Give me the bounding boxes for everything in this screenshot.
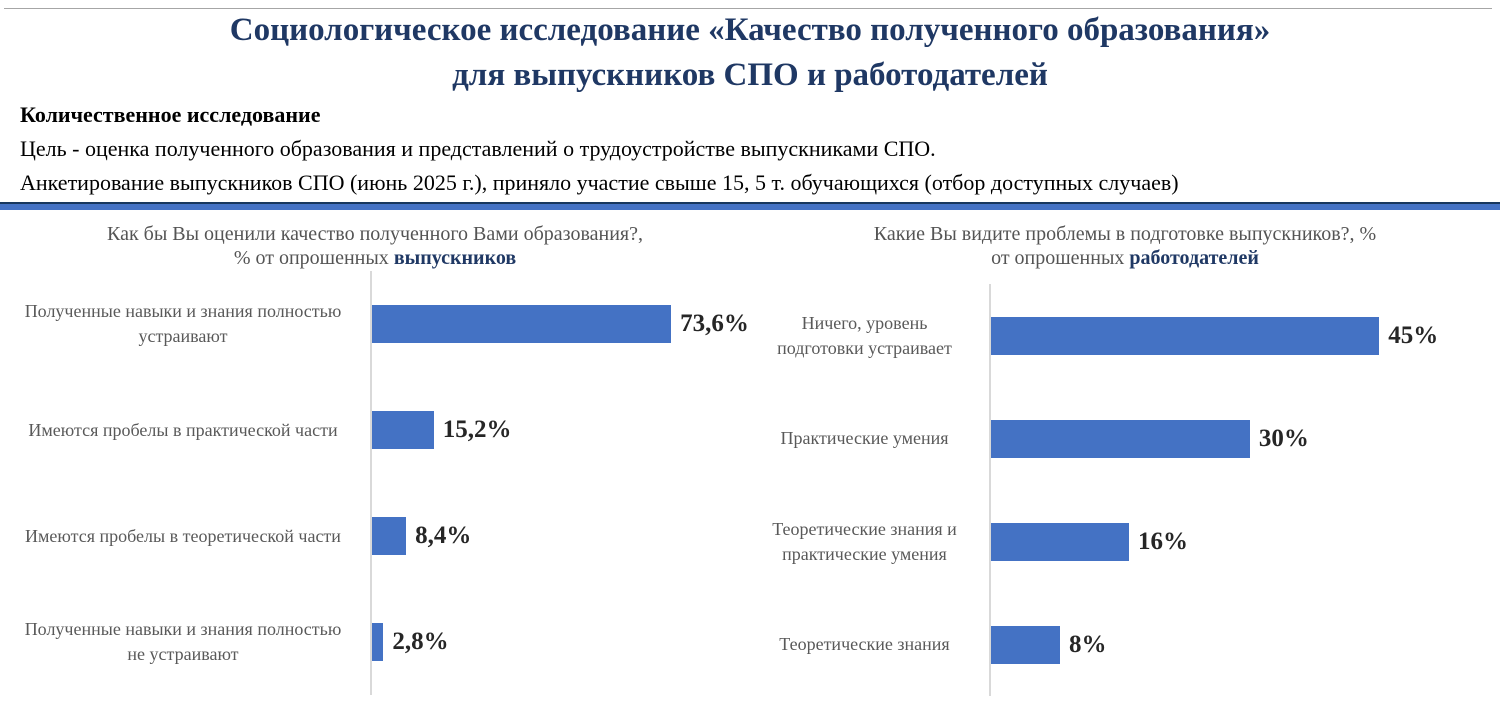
chart-employers-title-line1: Какие Вы видите проблемы в подготовке вы…: [873, 223, 1377, 245]
chart-employers-title-line2-normal: от опрошенных: [991, 247, 1130, 269]
bar-area: 8%: [989, 593, 1500, 696]
bar-area: 73,6%: [370, 271, 750, 377]
chart-graduates: Как бы Вы оценили качество полученного В…: [0, 210, 750, 696]
value-label: 16%: [1138, 527, 1189, 555]
chart-graduates-plot: Полученные навыки и знания полностью уст…: [0, 271, 750, 695]
charts-row: Как бы Вы оценили качество полученного В…: [0, 210, 1500, 696]
page-title: Социологическое исследование «Качество п…: [0, 8, 1500, 98]
category-label: Имеются пробелы в теоретической части: [25, 525, 341, 546]
chart-employers-title-line2: от опрошенных работодателей: [750, 246, 1500, 270]
value-label: 8,4%: [415, 522, 472, 549]
value-label: 2,8%: [392, 628, 449, 655]
chart-employers-title-line2-bold: работодателей: [1129, 247, 1259, 269]
intro-block: Количественное исследование Цель - оценк…: [20, 102, 1500, 196]
bar: [991, 625, 1061, 664]
chart-row: Теоретические знания и практические умен…: [750, 490, 1500, 593]
chart-employers: Какие Вы видите проблемы в подготовке вы…: [750, 210, 1500, 696]
chart-row: Теоретические знания 8%: [750, 593, 1500, 696]
bar: [372, 623, 384, 661]
chart-graduates-title-line2: % от опрошенных выпускников: [0, 246, 750, 270]
category-label: Полученные навыки и знания полностью не …: [24, 619, 342, 664]
intro-survey-text: Анкетирование выпускников СПО (июнь 2025…: [20, 170, 1179, 195]
category-label: Полученные навыки и знания полностью уст…: [24, 301, 342, 346]
bar: [372, 305, 672, 343]
value-label: 8%: [1069, 630, 1107, 658]
category-label: Ничего, уровень подготовки устраивает: [777, 312, 952, 358]
slide: Социологическое исследование «Качество п…: [0, 8, 1500, 721]
bar-area: 30%: [989, 387, 1500, 490]
page-title-line2: для выпускников СПО и работодателей: [452, 57, 1048, 93]
bar: [372, 517, 407, 555]
bar-area: 15,2%: [370, 377, 750, 483]
chart-row: Практические умения 30%: [750, 387, 1500, 490]
chart-graduates-title-line1: Как бы Вы оценили качество полученного В…: [107, 223, 643, 245]
chart-row: Полученные навыки и знания полностью уст…: [0, 271, 750, 377]
category-label: Имеются пробелы в практической части: [28, 419, 338, 440]
chart-row: Ничего, уровень подготовки устраивает 45%: [750, 284, 1500, 387]
bar-area: 2,8%: [370, 589, 750, 695]
chart-row: Имеются пробелы в теоретической части 8,4…: [0, 483, 750, 589]
bar: [372, 411, 434, 449]
bar: [991, 316, 1380, 355]
chart-graduates-title-line2-bold: выпускников: [393, 247, 517, 269]
intro-goal-text: Цель - оценка полученного образования и …: [20, 136, 936, 161]
bar-area: 8,4%: [370, 483, 750, 589]
chart-row: Имеются пробелы в практической части 15,2…: [0, 377, 750, 483]
bar: [991, 522, 1130, 561]
chart-employers-title: Какие Вы видите проблемы в подготовке вы…: [750, 222, 1500, 270]
value-label: 15,2%: [442, 416, 512, 443]
bar: [991, 419, 1250, 458]
category-label: Теоретические знания и практические умен…: [772, 518, 957, 564]
value-label: 73,6%: [680, 310, 749, 337]
value-label: 30%: [1258, 424, 1309, 452]
bar-area: 16%: [989, 490, 1500, 593]
chart-graduates-title-line2-normal: % от опрошенных: [233, 247, 394, 269]
value-label: 45%: [1388, 321, 1439, 349]
section-divider: [0, 202, 1500, 210]
chart-employers-plot: Ничего, уровень подготовки устраивает 45%…: [750, 270, 1500, 696]
bar-area: 45%: [989, 284, 1500, 387]
top-border-line: [4, 8, 1492, 9]
category-label: Теоретические знания: [779, 634, 950, 654]
page-title-line1: Социологическое исследование «Качество п…: [229, 12, 1271, 48]
chart-graduates-title: Как бы Вы оценили качество полученного В…: [0, 222, 750, 270]
chart-row: Полученные навыки и знания полностью не …: [0, 589, 750, 695]
intro-heading: Количественное исследование: [20, 102, 321, 127]
category-label: Практические умения: [780, 428, 949, 448]
